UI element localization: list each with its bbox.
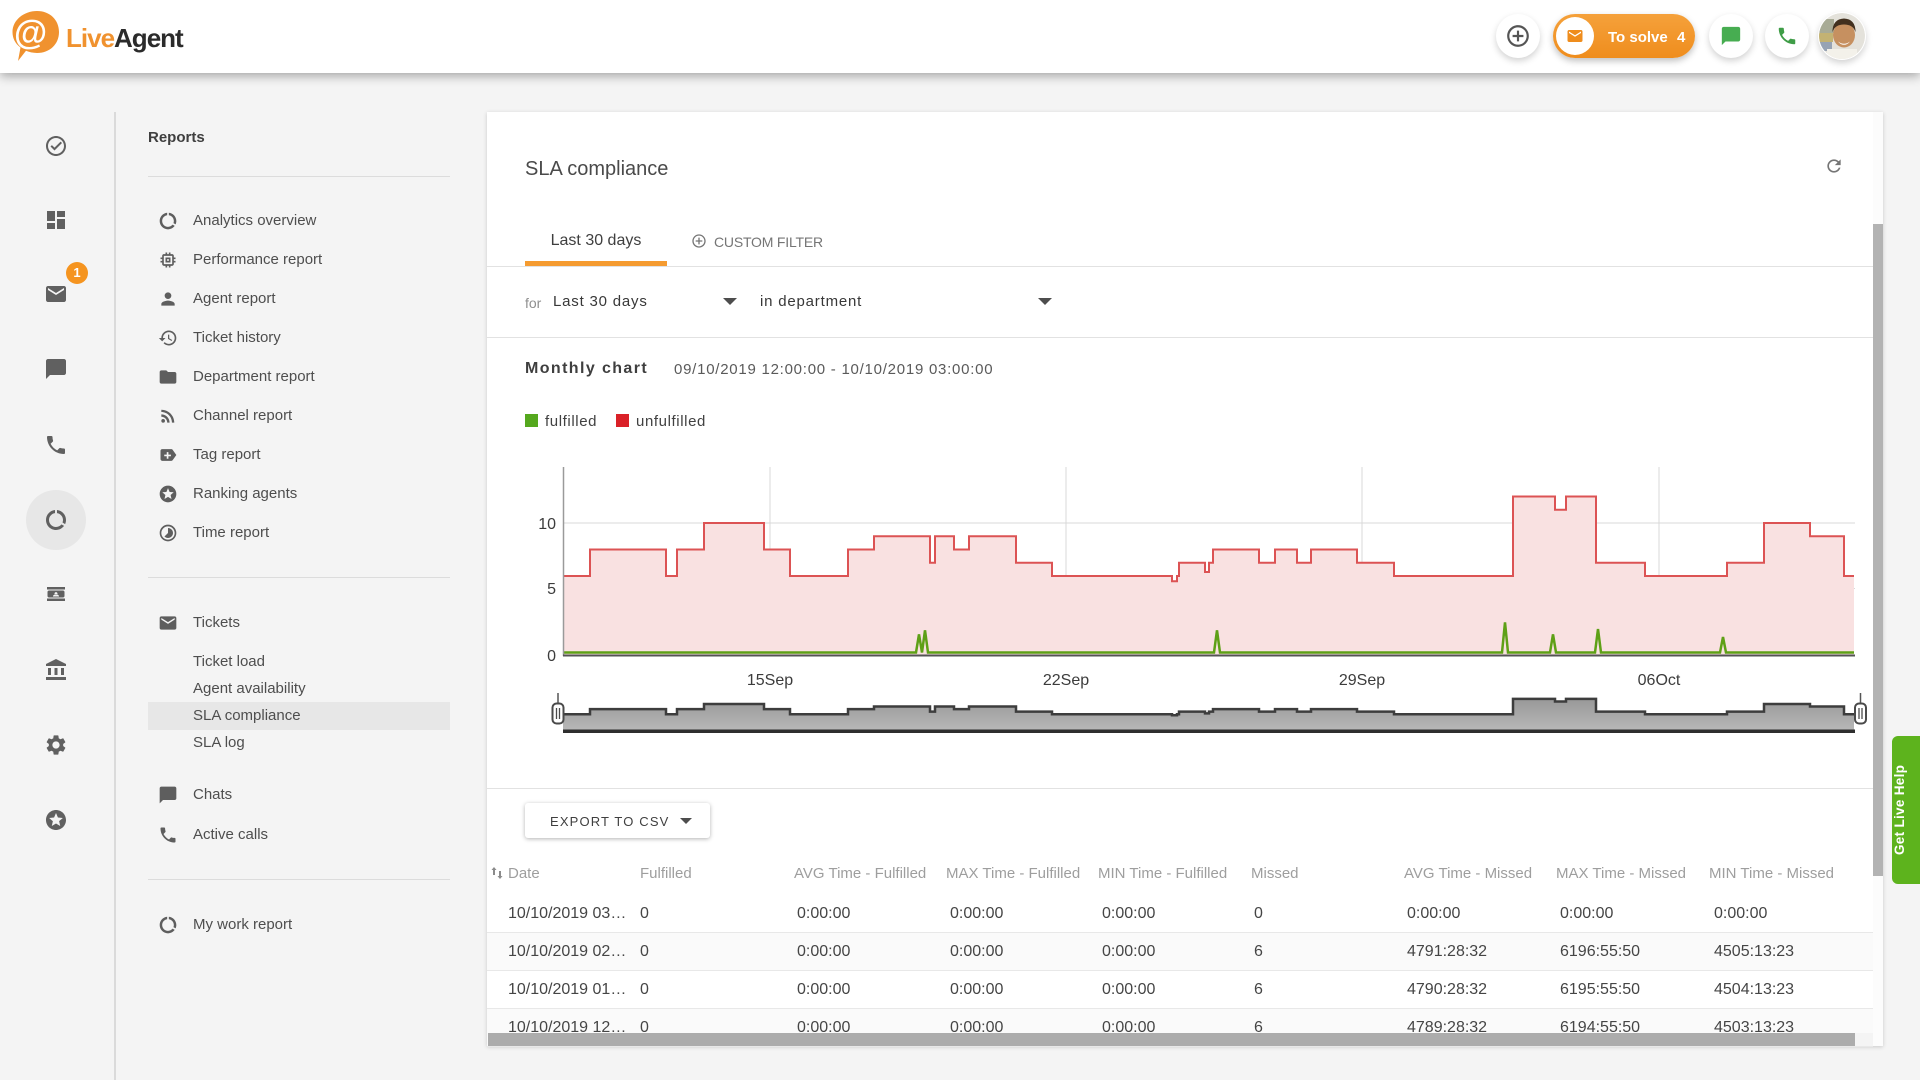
svg-text:22Sep: 22Sep	[1043, 672, 1089, 689]
svg-text:5: 5	[547, 581, 556, 598]
svg-text:0: 0	[547, 648, 556, 665]
svg-text:29Sep: 29Sep	[1339, 672, 1385, 689]
svg-text:@: @	[14, 14, 47, 52]
svg-text:15Sep: 15Sep	[747, 672, 793, 689]
svg-text:10: 10	[538, 516, 556, 533]
svg-text:06Oct: 06Oct	[1638, 672, 1681, 689]
